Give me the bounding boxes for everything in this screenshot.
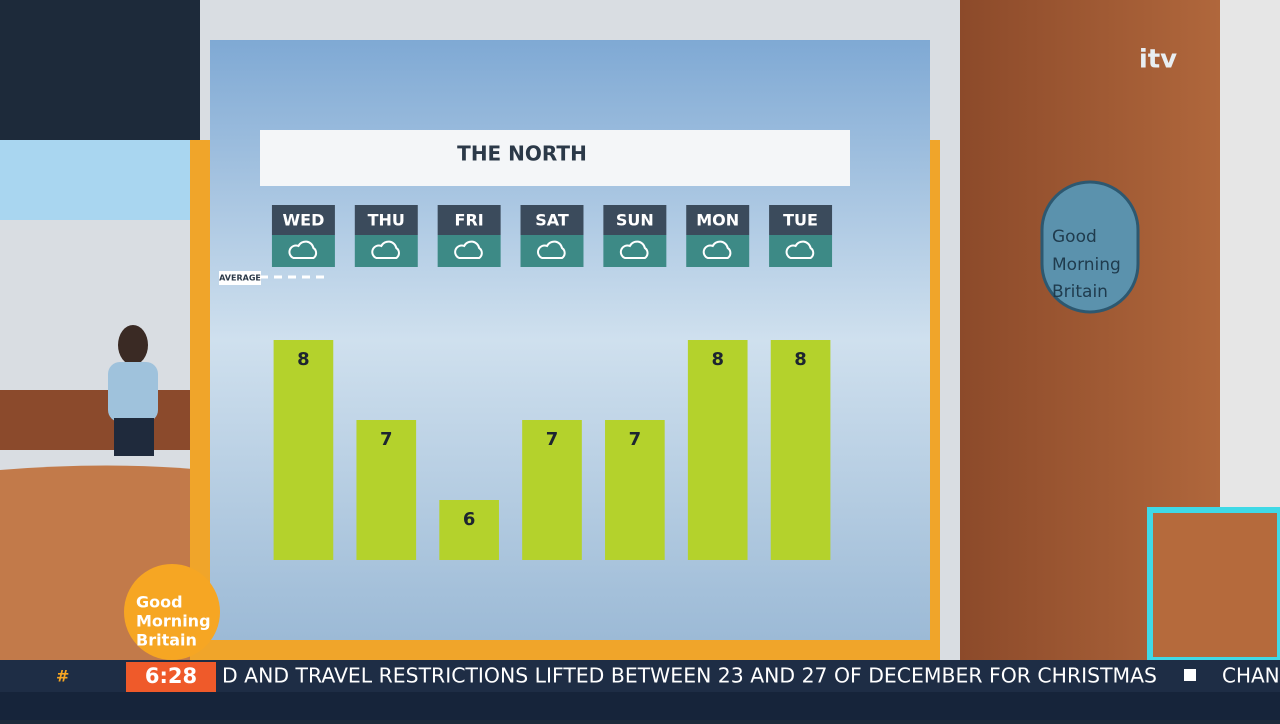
icon-box [603, 235, 667, 267]
cloud-icon [371, 240, 400, 259]
ticker-time: 6:28 [145, 664, 197, 688]
ticker-footer [0, 692, 1280, 720]
show-logo-text: Good [136, 593, 183, 612]
cloud-icon [537, 240, 566, 259]
show-logo-text: Britain [136, 631, 197, 650]
day-label: TUE [783, 211, 818, 230]
ticker-separator [1184, 669, 1196, 681]
wall-logo-text: Good [1052, 227, 1097, 247]
ticker-next: CHAN [1222, 664, 1280, 688]
presenter-body [108, 362, 158, 422]
day-label: MON [696, 211, 739, 230]
icon-box [354, 235, 418, 267]
wall-logo-text: Morning [1052, 255, 1121, 275]
ticker-hash: # [56, 667, 69, 686]
day-label: THU [368, 211, 405, 230]
cloud-icon [785, 240, 815, 259]
bar-label: 6 [463, 509, 476, 530]
day-box [603, 205, 667, 235]
window [0, 140, 200, 220]
icon-box [437, 235, 501, 267]
bar [273, 340, 334, 560]
day-box [437, 205, 501, 235]
bar [770, 340, 831, 560]
bar [687, 340, 748, 560]
day-label: WED [282, 211, 324, 230]
day-box [769, 205, 833, 235]
cloud-icon [619, 240, 649, 259]
bar-label: 7 [629, 429, 642, 450]
day-label: SUN [616, 211, 654, 230]
day-label: SAT [535, 211, 569, 230]
bar-label: 8 [297, 349, 310, 370]
icon-box [769, 235, 833, 267]
bar [605, 420, 665, 560]
bar [439, 500, 499, 560]
presenter-skirt [114, 418, 154, 456]
icon-box [520, 235, 584, 267]
title-band [260, 130, 850, 186]
annotation: AVERAGE [219, 274, 261, 283]
icon-box [271, 235, 335, 267]
bar-label: 7 [380, 429, 393, 450]
wall-logo-text: Britain [1052, 282, 1108, 302]
day-label: FRI [455, 211, 484, 230]
cloud-icon [454, 240, 483, 259]
icon-box [686, 235, 750, 267]
chart-title: THE NORTH [457, 142, 587, 166]
presenter-head [118, 325, 148, 365]
day-box [686, 205, 750, 235]
show-logo [124, 564, 220, 660]
day-box [354, 205, 418, 235]
cloud-icon [288, 240, 318, 259]
side-desk [1147, 507, 1280, 663]
day-box [520, 205, 584, 235]
bar [522, 420, 582, 560]
time-box [126, 662, 216, 692]
channel-logo: itv [1139, 45, 1177, 75]
average-tag [219, 271, 261, 285]
show-logo-text: Morning [136, 612, 211, 631]
bar-label: 8 [794, 349, 807, 370]
day-box [271, 205, 335, 235]
wall-logo [1040, 180, 1140, 314]
cloud-icon [702, 240, 732, 259]
ceiling [0, 0, 200, 140]
bar [356, 420, 417, 560]
bar-label: 8 [711, 349, 724, 370]
bars: WED 8 THU 7 FRI 6 SAT 7 SUN 7 MON 8 TUE 8 [271, 205, 833, 560]
ticker-headline: D AND TRAVEL RESTRICTIONS LIFTED BETWEEN… [222, 664, 1157, 688]
desk [0, 390, 200, 450]
bar-label: 7 [546, 429, 559, 450]
